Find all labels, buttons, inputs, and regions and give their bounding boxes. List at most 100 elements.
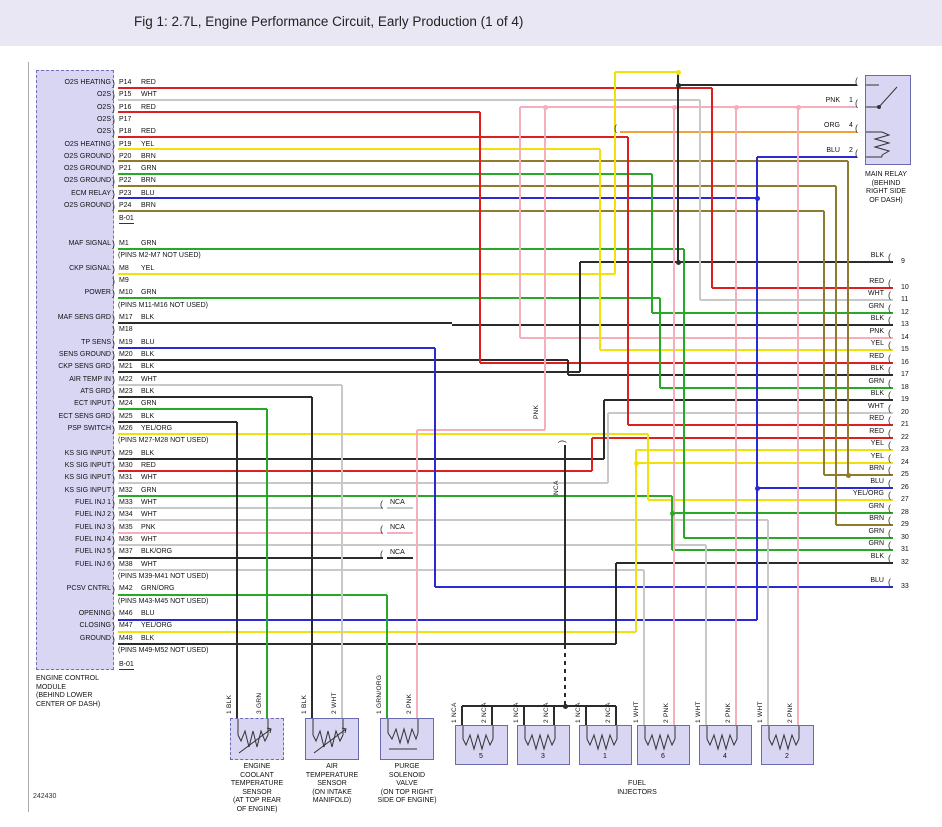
wire-red — [591, 438, 593, 471]
ecm-pin-function: OPENING — [78, 609, 111, 617]
wire-wht — [387, 507, 413, 509]
wire-grn — [118, 248, 684, 250]
connector-bracket: ( — [380, 549, 383, 559]
junction-dot — [675, 69, 681, 75]
injector-number: 3 — [541, 753, 545, 760]
ecm-pin-function: CKP SIGNAL — [69, 264, 111, 272]
connector-bracket: ( — [888, 577, 891, 587]
ecm-pin-function: MAF SIGNAL — [68, 240, 111, 247]
wire-blu — [118, 347, 435, 349]
connector-bracket: ( — [888, 353, 891, 363]
ecm-pin-function: TP SENS — [81, 338, 111, 346]
wire-yel — [648, 499, 893, 501]
wire-blk — [567, 360, 569, 375]
wire-grn — [118, 495, 672, 497]
ecm-pin-function: GROUND — [79, 634, 111, 642]
exit-wire-color: YEL/ORG — [852, 490, 884, 497]
ecm-pin-id: M9 — [119, 276, 129, 284]
wire-red — [628, 424, 893, 426]
ecm-pin-id: M38 — [119, 560, 133, 568]
exit-wire-color: BLK — [870, 553, 884, 560]
wire-blk — [462, 705, 616, 707]
exit-wire-color: BLU — [870, 577, 884, 584]
exit-wire-color: BLU — [870, 478, 884, 485]
main-relay-caption: MAIN RELAY (BEHIND RIGHT SIDE OF DASH) — [865, 171, 907, 204]
junction-dot — [675, 259, 681, 265]
wire-red — [118, 87, 712, 89]
connector-bracket: ( — [888, 553, 891, 563]
wire-grn — [672, 549, 893, 551]
component-pin-label: 2 PNK — [406, 693, 413, 714]
wire-blk — [678, 84, 857, 86]
component-pin-label: 1 BLK — [226, 694, 233, 714]
wire-grn — [671, 496, 673, 550]
injector-number: 1 — [603, 753, 607, 760]
connector-bracket: ) — [112, 362, 115, 373]
ecm-pin-wire-color: BLK — [141, 412, 155, 420]
ecm-pin-wire-color: BLK — [141, 387, 155, 395]
exit-number: 9 — [901, 258, 905, 265]
exit-number: 26 — [901, 484, 909, 491]
connector-bracket: ) — [112, 349, 115, 360]
wire-blu — [118, 619, 757, 621]
wire-wht — [699, 100, 701, 300]
wire-yel — [118, 148, 600, 150]
wire-grn — [683, 249, 685, 538]
connector-bracket: ) — [112, 534, 115, 545]
component-pin-label: 3 GRN — [256, 692, 263, 714]
injector-coil-icon — [768, 726, 800, 751]
wire-grn — [684, 537, 893, 539]
ecm-pin-id: M29 — [119, 449, 133, 457]
wire-wht — [341, 385, 343, 718]
wire-red — [592, 437, 893, 439]
ecm-pin-wire-color: BLK — [141, 449, 155, 457]
relay-pin4-color: ORG — [824, 122, 840, 129]
connector-bracket: ) — [112, 263, 115, 274]
ecm-pin-id: M22 — [119, 375, 133, 383]
ecm-pin-wire-color: GRN — [141, 240, 157, 247]
ecm-pin-function: ECM RELAY — [71, 189, 111, 197]
ecm-pin-wire-color: RED — [141, 128, 156, 136]
injector-box — [699, 725, 752, 765]
reference-number: 242430 — [33, 793, 57, 800]
exit-wire-color: YEL — [870, 453, 884, 460]
wire-blk — [118, 421, 237, 423]
exit-wire-color: GRN — [868, 378, 884, 385]
exit-wire-color: BLK — [870, 390, 884, 397]
wire-red — [711, 88, 713, 288]
wire-pnk — [735, 107, 737, 725]
page-left-border — [28, 62, 29, 812]
ecm-pin-id: M48 — [119, 634, 133, 642]
junction-dot — [562, 703, 568, 709]
wire-org — [620, 131, 857, 133]
exit-wire-color: BRN — [869, 515, 884, 522]
ecm-pin-id: M17 — [119, 313, 133, 321]
connector-bracket: ( — [855, 148, 858, 158]
ecm-pin-function: FUEL INJ 4 — [75, 535, 111, 543]
connector-bracket: ) — [112, 386, 115, 397]
wire-pnk — [520, 106, 857, 108]
exit-number: 14 — [901, 334, 909, 341]
connector-bracket: ( — [888, 453, 891, 463]
exit-wire-color: RED — [869, 428, 884, 435]
ecm-pin-id: P15 — [119, 91, 132, 99]
connector-bracket: ( — [380, 499, 383, 509]
ecm-pin-note: (PINS M11-M16 NOT USED) — [118, 301, 208, 309]
connector-bracket: ) — [112, 275, 115, 286]
exit-number: 30 — [901, 534, 909, 541]
wire-blk — [118, 359, 568, 361]
ect-sensor-box — [230, 718, 284, 760]
connector-bracket: ( — [888, 290, 891, 300]
wire-grn — [118, 173, 652, 175]
connector-bracket: ) — [112, 621, 115, 632]
exit-wire-color: BLK — [870, 365, 884, 372]
ecm-pin-wire-color: BLK/ORG — [141, 548, 173, 556]
ecm-pin-function: POWER — [84, 289, 111, 297]
exit-number: 21 — [901, 421, 909, 428]
injector-coil-icon — [706, 726, 738, 751]
relay-pin4-number: 4 — [849, 122, 853, 129]
ect-sensor-caption: ENGINE COOLANT TEMPERATURE SENSOR (AT TO… — [230, 763, 284, 813]
connector-bracket: ) — [112, 448, 115, 459]
junction-dot — [733, 104, 739, 110]
